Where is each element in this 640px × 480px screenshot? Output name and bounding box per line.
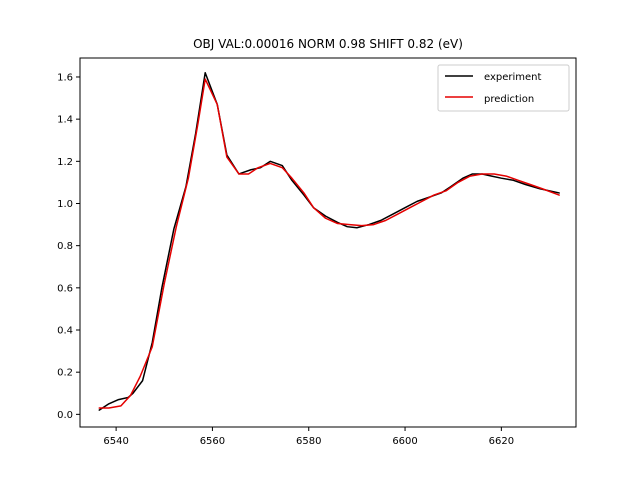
legend-label-experiment: experiment — [484, 72, 542, 83]
legend: experiment prediction — [437, 64, 570, 112]
x-tick-label: 6560 — [200, 436, 225, 447]
series-layer — [98, 72, 560, 411]
y-tick-label: 1.6 — [57, 72, 73, 83]
y-tick-label: 0.4 — [57, 326, 73, 337]
chart-title: OBJ VAL:0.00016 NORM 0.98 SHIFT 0.82 (eV… — [193, 37, 463, 51]
plot-area — [79, 57, 577, 428]
x-axis: 6540 6560 6580 6600 6620 — [103, 427, 514, 447]
x-tick-label: 6620 — [489, 436, 514, 447]
y-tick-label: 1.4 — [57, 115, 73, 126]
y-tick-label: 0.2 — [57, 368, 73, 379]
x-tick-label: 6580 — [296, 436, 321, 447]
x-tick-label: 6600 — [392, 436, 417, 447]
legend-label-prediction: prediction — [484, 94, 534, 105]
y-tick-label: 0.0 — [57, 410, 73, 421]
y-axis: 0.0 0.2 0.4 0.6 0.8 1.0 1.2 1.4 1.6 — [57, 72, 80, 421]
y-tick-label: 0.8 — [57, 241, 73, 252]
y-tick-label: 0.6 — [57, 283, 73, 294]
y-tick-label: 1.2 — [57, 157, 73, 168]
y-tick-label: 1.0 — [57, 199, 73, 210]
series-line-prediction — [98, 78, 560, 409]
x-tick-label: 6540 — [103, 436, 128, 447]
